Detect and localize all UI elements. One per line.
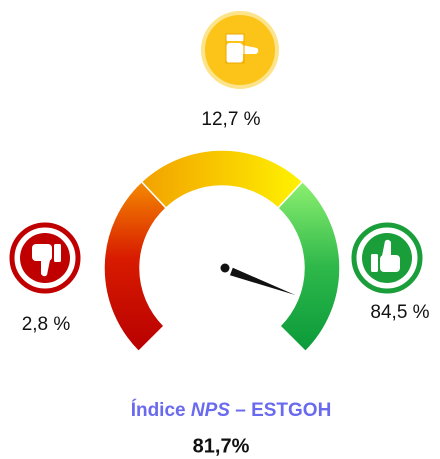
gauge [103, 149, 341, 353]
group-value: 2,8 % [22, 314, 71, 335]
group-value: 12,7 % [201, 109, 260, 130]
group-value: 84,5 % [370, 302, 429, 323]
nps-value: 81,7% [193, 435, 250, 457]
title: Índice NPS – ESTGOH [131, 399, 332, 421]
thumb [371, 239, 400, 272]
thumb-finger [41, 260, 50, 277]
needle-hub [220, 263, 230, 273]
thumb-hand [32, 244, 52, 261]
gauge-segment [103, 180, 168, 353]
thumb-cuff [54, 244, 61, 262]
thumb-cuff [226, 34, 244, 41]
thumb-shade [225, 33, 245, 64]
title-part: NPS [191, 400, 230, 421]
needle [229, 267, 296, 296]
thumb-finger [382, 239, 391, 256]
gauge-segment [140, 149, 304, 210]
thumb-hand [380, 255, 400, 272]
thumb-hand [226, 43, 243, 63]
title-part: – ESTGOH [235, 400, 331, 421]
title-part: Índice [131, 399, 186, 421]
icons: 2,8 % 12,7 % 84,5 % [9, 11, 430, 335]
gauge-segment [276, 180, 341, 353]
thumb-cuff [371, 254, 378, 272]
thumb [225, 33, 259, 64]
group-icon [9, 222, 81, 294]
group-icon [351, 222, 423, 294]
thumb [32, 244, 61, 277]
thumb-finger [242, 45, 259, 54]
group-icon [201, 11, 279, 89]
